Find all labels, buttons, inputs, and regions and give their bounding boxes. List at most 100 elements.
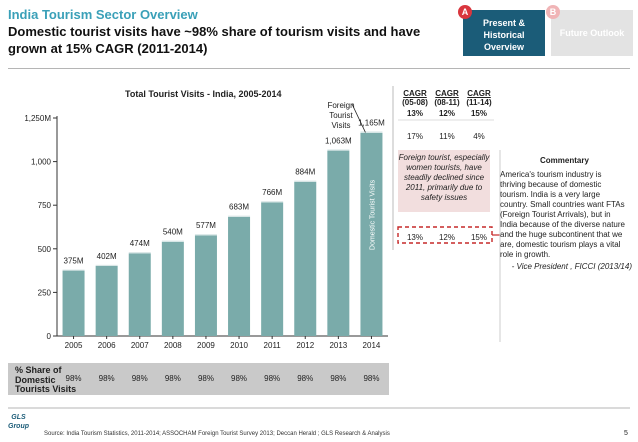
bar-value-label: 402M bbox=[97, 252, 117, 261]
tab-label: Present & Historical Overview bbox=[482, 18, 526, 52]
source-note: Source: India Tourism Statistics, 2011-2… bbox=[44, 431, 390, 437]
x-tick-label: 2009 bbox=[197, 341, 215, 350]
domestic-bar bbox=[228, 216, 251, 336]
foreign-bar bbox=[62, 269, 85, 271]
share-label-line: Tourists Visits bbox=[15, 384, 77, 394]
y-tick-label: 1,000 bbox=[31, 158, 52, 167]
tab-letter-badge: B bbox=[546, 5, 560, 19]
foreign-bar bbox=[194, 234, 217, 236]
domestic-bar bbox=[360, 132, 383, 336]
tab-label: Future Outlook bbox=[559, 28, 625, 38]
share-value: 98% bbox=[132, 374, 148, 383]
share-value: 98% bbox=[363, 374, 379, 383]
share-value: 98% bbox=[297, 374, 313, 383]
y-tick-label: 0 bbox=[47, 332, 52, 341]
y-tick-label: 750 bbox=[38, 201, 52, 210]
cagr-header-11-14: CAGR (11-14) bbox=[462, 89, 496, 107]
y-tick-label: 250 bbox=[38, 288, 52, 297]
x-tick-label: 2013 bbox=[329, 341, 347, 350]
bar-value-label: 577M bbox=[196, 221, 216, 230]
bar-value-label: 884M bbox=[295, 168, 315, 177]
x-tick-label: 2007 bbox=[131, 341, 149, 350]
cagr-domestic-value: 13% bbox=[406, 233, 423, 242]
domestic-bar bbox=[95, 265, 118, 336]
commentary-text: America's tourism industry is thriving b… bbox=[500, 170, 625, 259]
foreign-annotation-line: Foreign bbox=[327, 101, 354, 110]
bar-value-label: 474M bbox=[130, 239, 150, 248]
domestic-bar bbox=[327, 150, 350, 336]
bar-value-label: 1,063M bbox=[325, 136, 352, 145]
domestic-bar bbox=[62, 270, 85, 336]
cagr-total-value: 12% bbox=[438, 109, 455, 118]
foreign-annotation-line: Tourist bbox=[329, 111, 353, 120]
chart-title: Total Tourist Visits - India, 2005-2014 bbox=[125, 89, 282, 99]
cagr-domestic-value: 12% bbox=[438, 233, 455, 242]
cagr-header-title: CAGR bbox=[467, 89, 491, 98]
share-row-label: % Share of Domestic Tourists Visits bbox=[15, 365, 77, 395]
share-value: 98% bbox=[66, 374, 82, 383]
domestic-cagr-highlight bbox=[397, 226, 493, 244]
share-value: 98% bbox=[231, 374, 247, 383]
safety-callout: Foreign tourist, especially women touris… bbox=[398, 150, 490, 212]
share-label-line: % Share of bbox=[15, 365, 62, 375]
commentary-quote: - Vice President , FICCI (2013/14) bbox=[511, 262, 632, 271]
cagr-foreign-value: 4% bbox=[473, 132, 485, 141]
share-value: 98% bbox=[99, 374, 115, 383]
cagr-foreign-value: 11% bbox=[439, 132, 455, 141]
cagr-foreign-value: 17% bbox=[406, 132, 423, 141]
logo-line: GLS bbox=[11, 414, 26, 421]
x-tick-label: 2010 bbox=[230, 341, 248, 350]
commentary-heading: Commentary bbox=[540, 156, 589, 165]
domestic-bar bbox=[128, 253, 151, 336]
foreign-bar bbox=[360, 131, 383, 133]
page-number: 5 bbox=[624, 430, 628, 437]
tab-present-historical[interactable]: A Present & Historical Overview bbox=[458, 5, 545, 56]
x-tick-label: 2008 bbox=[164, 341, 182, 350]
foreign-bar bbox=[294, 180, 317, 182]
foreign-bar bbox=[161, 240, 184, 242]
header-divider bbox=[8, 68, 630, 69]
cagr-header-period: (05-08) bbox=[402, 98, 428, 107]
share-value: 98% bbox=[165, 374, 181, 383]
foreign-bar bbox=[128, 252, 151, 254]
tab-letter-badge: A bbox=[458, 5, 472, 19]
x-tick-label: 2012 bbox=[296, 341, 314, 350]
cagr-header-title: CAGR bbox=[403, 89, 427, 98]
cagr-header-05-08: CAGR (05-08) bbox=[398, 89, 432, 107]
bar-value-label: 1,165M bbox=[358, 118, 385, 127]
foreign-annotation-arrow bbox=[351, 103, 366, 133]
foreign-bar bbox=[261, 201, 284, 203]
y-tick-label: 500 bbox=[38, 245, 52, 254]
domestic-annotation: Domestic Tourist Visits bbox=[369, 179, 376, 250]
x-tick-label: 2014 bbox=[363, 341, 381, 350]
bar-value-label: 375M bbox=[64, 257, 84, 266]
x-tick-label: 2005 bbox=[65, 341, 83, 350]
section-title: India Tourism Sector Overview bbox=[8, 7, 198, 22]
logo-line: Group bbox=[8, 423, 29, 430]
domestic-bar bbox=[294, 181, 317, 336]
foreign-annotation-line: Visits bbox=[332, 121, 351, 130]
x-tick-label: 2006 bbox=[98, 341, 116, 350]
share-row: % Share of Domestic Tourists Visits bbox=[8, 363, 389, 395]
tab-future-outlook[interactable]: B Future Outlook bbox=[546, 5, 633, 56]
y-tick-label: 1,250M bbox=[24, 114, 51, 123]
foreign-bar bbox=[228, 215, 251, 217]
cagr-header-period: (11-14) bbox=[466, 98, 492, 107]
cagr-header-title: CAGR bbox=[435, 89, 459, 98]
foreign-bar bbox=[327, 149, 350, 151]
cagr-total-value: 15% bbox=[470, 109, 487, 118]
bar-value-label: 766M bbox=[262, 188, 282, 197]
cagr-domestic-value: 15% bbox=[470, 233, 487, 242]
bar-value-label: 683M bbox=[229, 203, 249, 212]
share-value: 98% bbox=[264, 374, 280, 383]
domestic-bar bbox=[194, 235, 217, 336]
bar-value-label: 540M bbox=[163, 228, 183, 237]
foreign-bar bbox=[95, 264, 118, 266]
cagr-total-value: 13% bbox=[406, 109, 423, 118]
x-tick-label: 2011 bbox=[264, 341, 282, 350]
gls-logo: GLS Group bbox=[8, 413, 29, 431]
share-label-line: Domestic bbox=[15, 374, 56, 385]
domestic-bar bbox=[161, 241, 184, 336]
share-value: 98% bbox=[330, 374, 346, 383]
